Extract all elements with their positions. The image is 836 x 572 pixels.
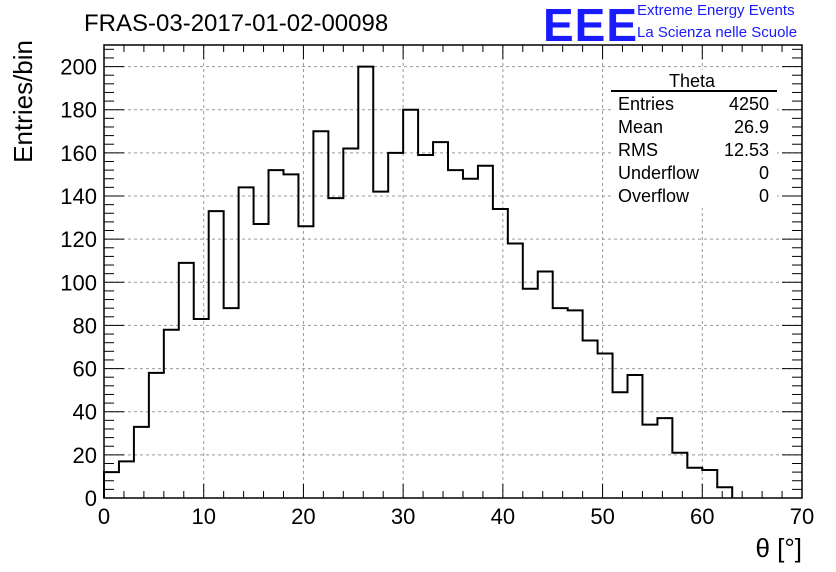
x-tick-label: 30 bbox=[391, 504, 415, 529]
x-tick-label: 20 bbox=[291, 504, 315, 529]
x-tick-labels: 0 10 20 30 40 50 60 70 bbox=[98, 504, 814, 529]
grid-lines bbox=[104, 45, 802, 498]
y-tick-label: 100 bbox=[60, 270, 97, 295]
y-tick-label: 180 bbox=[60, 98, 97, 123]
eee-logo: EEE bbox=[543, 0, 639, 51]
x-tick-label: 10 bbox=[191, 504, 215, 529]
y-tick-label: 140 bbox=[60, 184, 97, 209]
stats-label: Entries bbox=[618, 94, 674, 114]
stats-value: 0 bbox=[759, 186, 769, 206]
stats-box: Theta Entries 4250 Mean 26.9 RMS 12.53 Underfl… bbox=[611, 70, 777, 208]
stats-value: 0 bbox=[759, 163, 769, 183]
y-tick-label: 40 bbox=[73, 400, 97, 425]
axis-ticks bbox=[103, 45, 803, 499]
y-tick-label: 60 bbox=[73, 357, 97, 382]
y-axis-label: Entries/bin bbox=[8, 40, 38, 163]
x-tick-label: 40 bbox=[491, 504, 515, 529]
histogram-line bbox=[103, 65, 734, 498]
stats-value: 12.53 bbox=[724, 140, 769, 160]
plot-frame bbox=[103, 44, 803, 499]
y-tick-label: 0 bbox=[85, 486, 97, 511]
x-tick-label: 60 bbox=[690, 504, 714, 529]
stats-title: Theta bbox=[669, 71, 716, 91]
y-tick-label: 20 bbox=[73, 443, 97, 468]
y-tick-labels: 0 20 40 60 80 100 120 140 160 180 200 bbox=[60, 55, 97, 511]
stats-label: Mean bbox=[618, 117, 663, 137]
stats-label: Overflow bbox=[618, 186, 690, 206]
x-axis-label: θ [°] bbox=[755, 533, 802, 563]
logo-subtitle-line2: La Scienza nelle Scuole bbox=[637, 24, 798, 41]
stats-value: 4250 bbox=[729, 94, 769, 114]
y-tick-label: 200 bbox=[60, 55, 97, 80]
stats-value: 26.9 bbox=[734, 117, 769, 137]
y-tick-label: 120 bbox=[60, 227, 97, 252]
stats-label: RMS bbox=[618, 140, 658, 160]
chart-title: FRAS-03-2017-01-02-00098 bbox=[84, 10, 389, 37]
y-tick-label: 80 bbox=[73, 313, 97, 338]
logo-subtitle-line1: Extreme Energy Events bbox=[637, 2, 795, 19]
y-tick-label: 160 bbox=[60, 141, 97, 166]
stats-label: Underflow bbox=[618, 163, 700, 183]
x-tick-label: 0 bbox=[98, 504, 110, 529]
x-tick-label: 50 bbox=[590, 504, 614, 529]
x-tick-label: 70 bbox=[790, 504, 814, 529]
